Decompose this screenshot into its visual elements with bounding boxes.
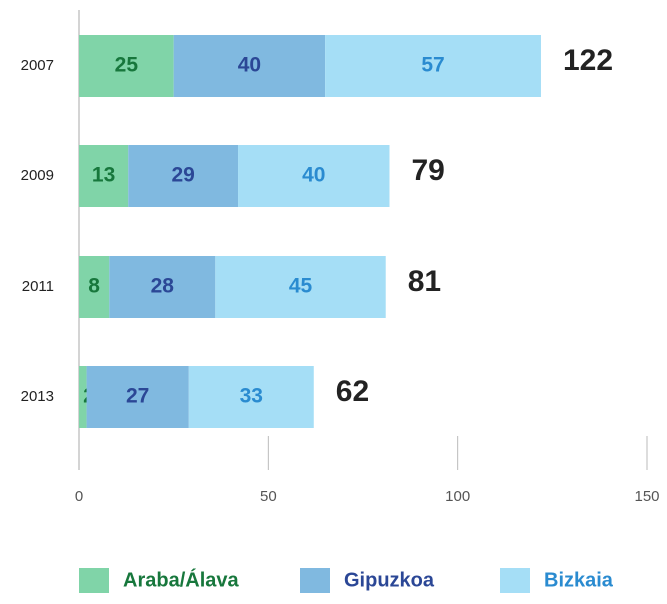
value-label: 29: [171, 164, 194, 187]
bar-segment: [188, 366, 314, 428]
bar-segment: [109, 256, 216, 318]
y-tick-label: 2011: [22, 278, 54, 295]
bar-segment: [325, 35, 541, 97]
value-label: 8: [88, 275, 100, 298]
total-label: 79: [412, 154, 445, 187]
legend-label: Bizkaia: [544, 569, 614, 591]
value-label: 45: [289, 275, 313, 298]
y-tick-label: 2007: [21, 57, 54, 74]
legend-label: Gipuzkoa: [344, 569, 435, 591]
legend-label: Araba/Álava: [123, 568, 239, 591]
y-tick-label: 2009: [21, 167, 54, 184]
value-label: 25: [115, 54, 139, 77]
bar-segment: [79, 35, 174, 97]
bar-segment: [215, 256, 386, 318]
legend-swatch: [500, 568, 530, 593]
legend-swatch: [79, 568, 109, 593]
x-tick-label: 0: [75, 488, 83, 505]
value-label: 27: [126, 385, 149, 408]
bar-segment: [79, 256, 110, 318]
value-label: 57: [421, 54, 444, 77]
y-tick-label: 2013: [21, 388, 54, 405]
x-tick-label: 100: [445, 488, 470, 505]
x-tick-label: 50: [260, 488, 277, 505]
total-label: 62: [336, 375, 369, 408]
x-tick-label: 150: [634, 488, 659, 505]
total-label: 81: [408, 265, 441, 298]
total-label: 122: [563, 44, 613, 77]
bar-segment: [173, 35, 326, 97]
value-label: 40: [238, 54, 261, 77]
bar-segment: [79, 366, 87, 428]
legend-swatch: [300, 568, 330, 593]
value-label: 40: [302, 164, 325, 187]
bar-segment: [238, 145, 390, 207]
bar-segment: [79, 145, 129, 207]
bar-segment: [128, 145, 239, 207]
value-label: 13: [92, 164, 115, 187]
value-label: 33: [240, 385, 263, 408]
value-label: 28: [151, 275, 175, 298]
bar-segment: [86, 366, 189, 428]
